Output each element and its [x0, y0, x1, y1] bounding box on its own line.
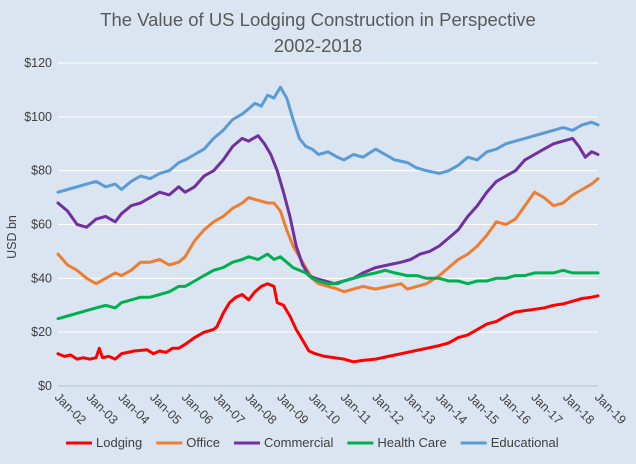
series-lines	[56, 85, 600, 364]
x-tick-label: Jan-09	[274, 390, 311, 427]
x-tick-label: Jan-10	[306, 390, 343, 427]
y-tick-label: $0	[38, 379, 52, 393]
x-tick-label: Jan-18	[560, 390, 597, 427]
x-tick-label: Jan-06	[179, 390, 216, 427]
y-tick-label: $80	[31, 164, 52, 178]
y-tick-label: $60	[31, 218, 52, 232]
x-tick-label: Jan-04	[115, 390, 152, 427]
x-tick-label: Jan-11	[338, 390, 374, 426]
legend-label-lodging: Lodging	[96, 435, 142, 450]
x-tick-label: Jan-15	[465, 390, 502, 427]
x-axis-ticks: Jan-02Jan-03Jan-04Jan-05Jan-06Jan-07Jan-…	[52, 390, 629, 427]
legend-label-office: Office	[186, 435, 220, 450]
y-axis-label: USD bn	[5, 215, 19, 259]
legend: Lodging Office Commercial Health Care Educat…	[66, 435, 559, 450]
series-line-lodging	[56, 282, 600, 364]
series-line-educational	[56, 85, 600, 194]
x-tick-label: Jan-13	[401, 390, 438, 427]
y-tick-label: $40	[31, 271, 52, 285]
legend-label-commercial: Commercial	[264, 435, 333, 450]
x-tick-label: Jan-19	[592, 390, 629, 427]
series-line-commercial	[56, 134, 600, 286]
y-axis-ticks: $0 $20 $40 $60 $80 $100 $120	[24, 56, 52, 393]
x-tick-label: Jan-08	[242, 390, 279, 427]
legend-label-educational: Educational	[491, 435, 559, 450]
x-tick-label: Jan-17	[528, 390, 565, 427]
y-tick-label: $20	[31, 325, 52, 339]
x-tick-label: Jan-05	[147, 390, 184, 427]
chart-subtitle: 2002-2018	[274, 35, 362, 56]
gridlines	[58, 62, 598, 387]
chart-title: The Value of US Lodging Construction in …	[100, 9, 536, 30]
x-tick-label: Jan-02	[52, 390, 89, 427]
x-tick-label: Jan-12	[370, 390, 407, 427]
y-tick-label: $120	[24, 56, 52, 70]
x-tick-label: Jan-14	[433, 390, 470, 427]
legend-label-health-care: Health Care	[377, 435, 446, 450]
y-tick-label: $100	[24, 110, 52, 124]
x-tick-label: Jan-03	[84, 390, 121, 427]
x-tick-label: Jan-07	[211, 390, 248, 427]
x-tick-label: Jan-16	[497, 390, 534, 427]
series-line-health-care	[56, 252, 600, 321]
